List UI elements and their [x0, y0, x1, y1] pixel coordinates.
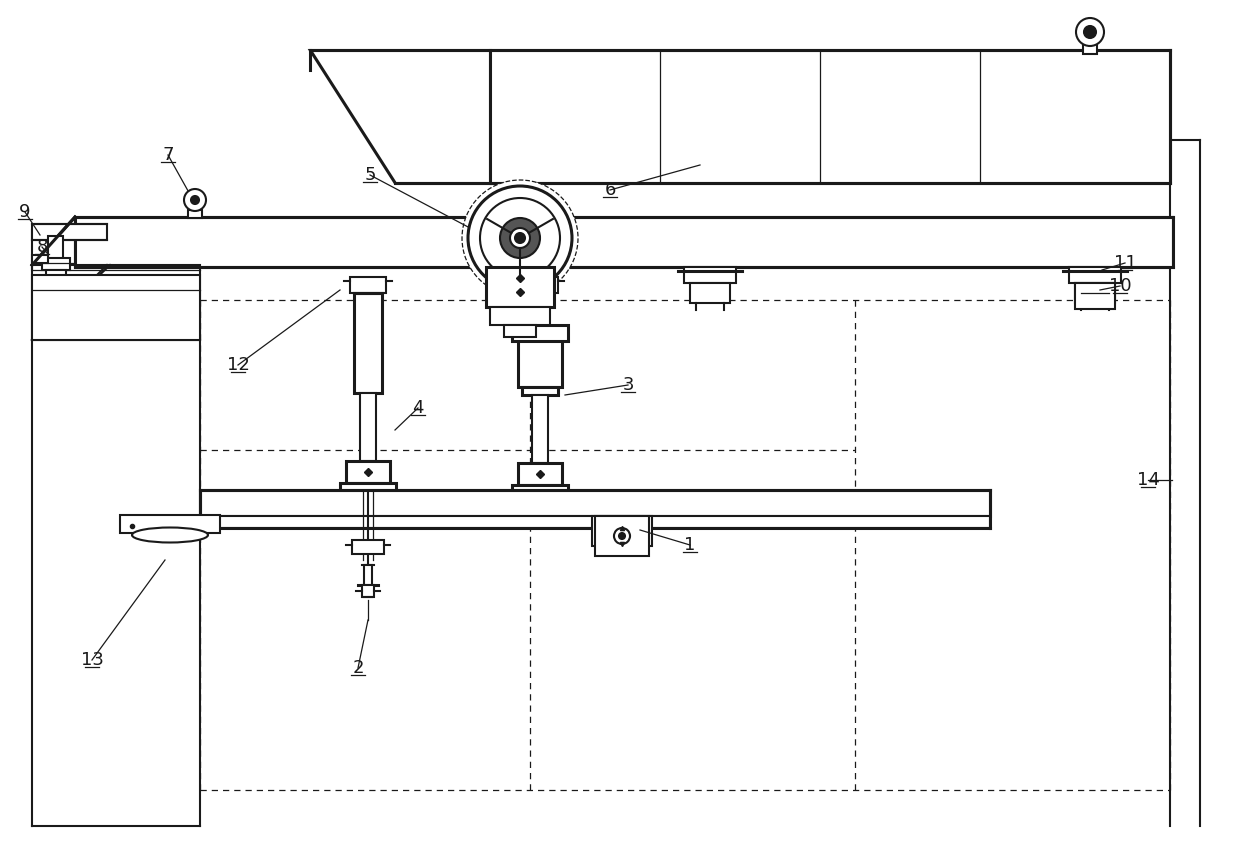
Bar	[1075, 283, 1115, 303]
Bar	[120, 515, 219, 533]
Bar	[346, 461, 391, 483]
Bar	[518, 463, 562, 485]
Circle shape	[467, 186, 572, 290]
Circle shape	[1084, 26, 1096, 38]
Bar	[532, 395, 548, 463]
Circle shape	[463, 180, 578, 296]
Bar	[32, 275, 200, 340]
Bar	[689, 283, 730, 303]
Bar	[522, 387, 558, 395]
Text: 6: 6	[604, 181, 616, 199]
Text: 14: 14	[1137, 471, 1159, 489]
Text: 5: 5	[365, 166, 376, 184]
Bar	[1083, 44, 1097, 54]
Bar	[360, 393, 376, 461]
Bar	[595, 516, 649, 556]
Bar	[32, 255, 48, 263]
Text: 13: 13	[81, 651, 103, 669]
Bar	[32, 224, 107, 240]
Bar	[486, 267, 554, 307]
Circle shape	[510, 228, 529, 248]
Circle shape	[515, 233, 525, 243]
Circle shape	[480, 198, 560, 278]
Bar	[512, 325, 568, 341]
Bar	[362, 585, 374, 597]
Bar	[503, 325, 536, 337]
Bar	[340, 483, 396, 491]
Bar	[42, 258, 69, 270]
Text: 7: 7	[162, 146, 174, 164]
Circle shape	[619, 533, 625, 539]
Bar	[200, 516, 990, 528]
Bar	[350, 277, 386, 293]
Bar	[522, 277, 558, 293]
Bar	[518, 337, 562, 387]
Bar	[365, 565, 372, 589]
Text: 4: 4	[412, 399, 424, 417]
Polygon shape	[310, 50, 490, 183]
Bar	[1075, 283, 1115, 309]
Circle shape	[191, 196, 198, 204]
Bar	[200, 490, 990, 516]
Bar	[352, 540, 384, 554]
Text: 3: 3	[622, 376, 634, 394]
Circle shape	[614, 528, 630, 544]
Text: 12: 12	[227, 356, 249, 374]
Bar	[490, 307, 551, 325]
Text: 9: 9	[20, 203, 31, 221]
Text: 10: 10	[1109, 277, 1131, 295]
Bar	[74, 217, 1173, 267]
Circle shape	[500, 218, 539, 258]
Bar	[1069, 267, 1121, 283]
Text: 8: 8	[36, 238, 47, 256]
Bar	[188, 210, 202, 218]
Bar	[46, 270, 66, 279]
Bar	[490, 50, 1171, 183]
Bar	[48, 236, 63, 270]
Bar	[591, 516, 652, 546]
Circle shape	[184, 189, 206, 211]
Text: 2: 2	[352, 659, 363, 677]
Ellipse shape	[131, 528, 208, 542]
Bar	[512, 485, 568, 493]
Bar	[684, 267, 737, 283]
Text: 1: 1	[684, 536, 696, 554]
Bar	[353, 293, 382, 393]
Circle shape	[1076, 18, 1104, 46]
Text: 11: 11	[1114, 254, 1136, 272]
